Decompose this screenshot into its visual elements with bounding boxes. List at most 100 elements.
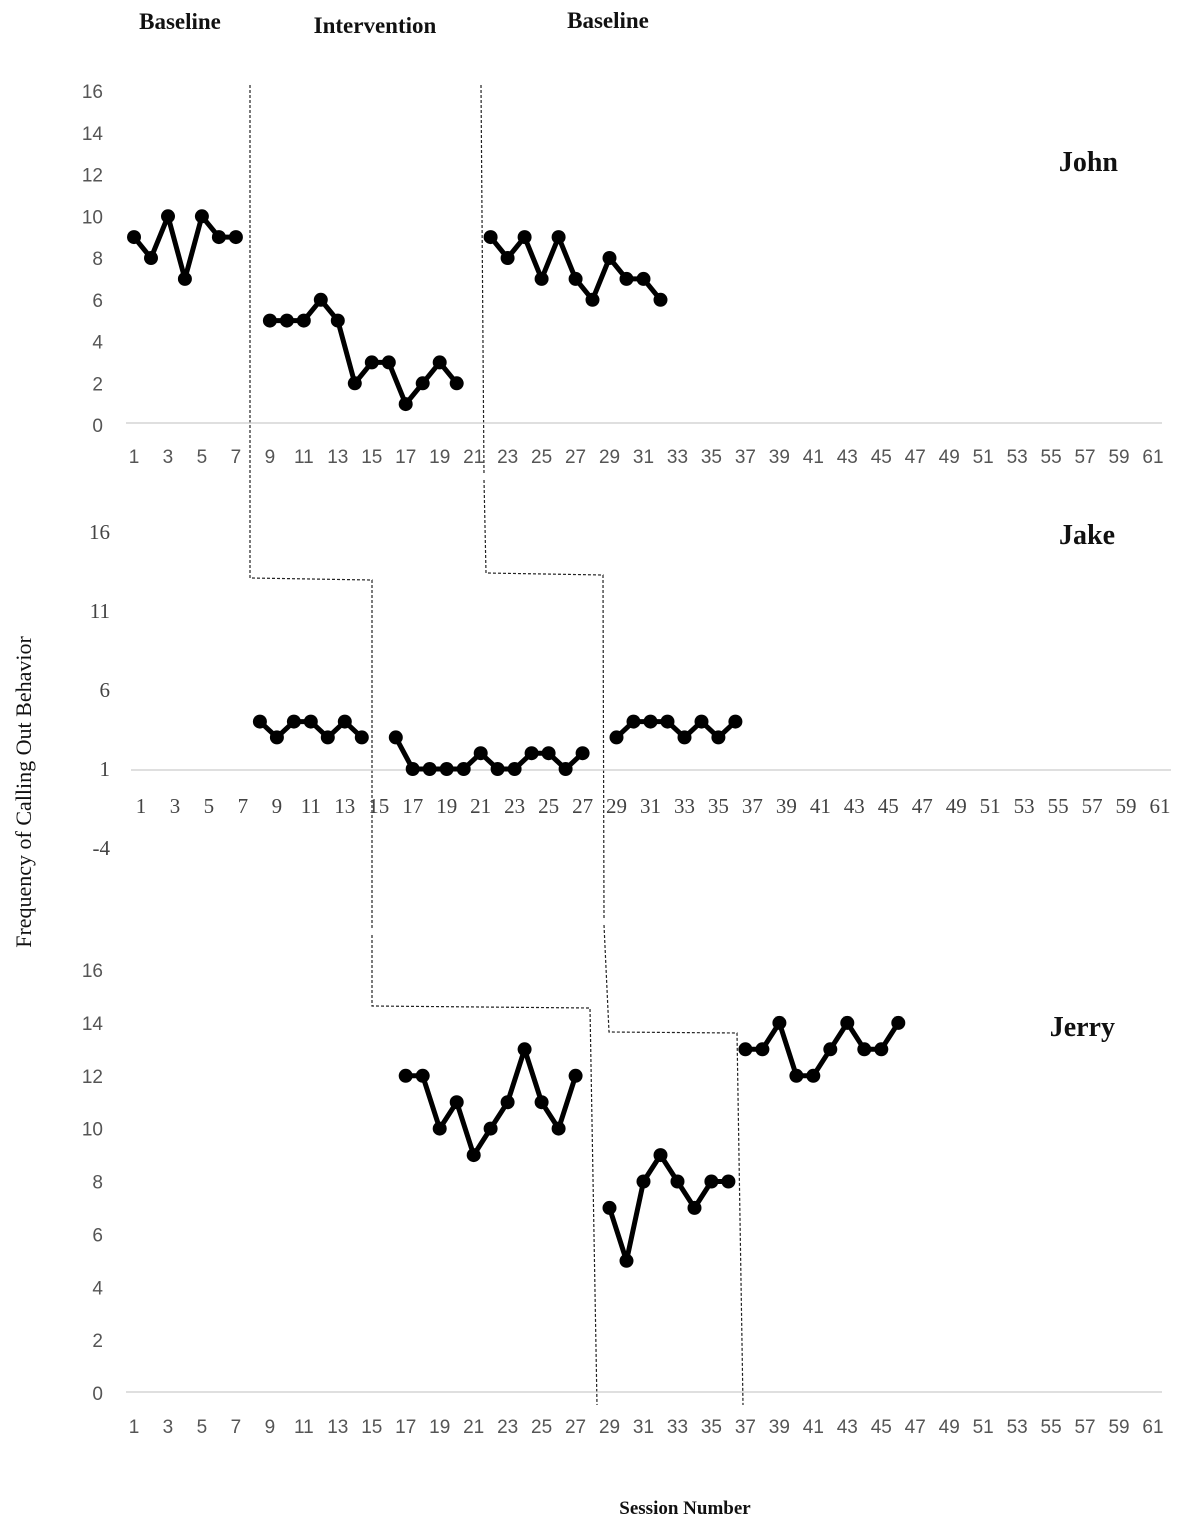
x-tick-label-john: 15 [361, 447, 382, 468]
x-tick-label-jerry: 1 [129, 1417, 140, 1438]
x-tick-label-jake: 59 [1116, 794, 1137, 818]
y-tick-label-john: 4 [92, 333, 103, 354]
y-tick-label-john: 14 [82, 124, 104, 145]
x-tick-label-jerry: 23 [497, 1417, 518, 1438]
x-tick-label-john: 61 [1142, 447, 1163, 468]
data-point-jake [643, 714, 658, 729]
phase-label-intervention: Intervention [314, 13, 437, 38]
x-tick-label-jerry: 27 [565, 1417, 586, 1438]
data-point-john [602, 251, 617, 265]
y-tick-label-jake: -4 [93, 836, 111, 860]
x-tick-label-john: 51 [973, 447, 994, 468]
data-point-jake [422, 762, 437, 776]
data-point-jerry [500, 1095, 515, 1110]
data-point-jerry [772, 1015, 787, 1030]
x-tick-label-jake: 23 [504, 794, 525, 818]
x-tick-label-jake: 43 [844, 794, 865, 818]
data-point-jerry [823, 1042, 838, 1057]
x-tick-label-john: 5 [197, 447, 208, 468]
x-tick-label-jerry: 33 [667, 1417, 688, 1438]
data-point-jake [354, 730, 369, 745]
data-point-jake [541, 746, 556, 761]
data-point-jerry [602, 1200, 617, 1215]
x-tick-label-john: 57 [1074, 447, 1095, 468]
data-point-jerry [466, 1148, 481, 1163]
data-point-jerry [517, 1042, 532, 1057]
x-tick-label-jerry: 3 [163, 1417, 174, 1438]
x-tick-label-john: 21 [463, 447, 484, 468]
x-tick-label-jerry: 17 [395, 1417, 416, 1438]
x-tick-label-jerry: 11 [294, 1417, 314, 1438]
x-tick-label-jerry: 5 [197, 1417, 208, 1438]
data-point-john [127, 230, 141, 245]
data-point-john [381, 355, 396, 370]
x-tick-label-john: 47 [905, 447, 926, 468]
x-tick-label-jake: 9 [272, 794, 283, 818]
y-tick-label-jerry: 8 [92, 1173, 103, 1194]
data-point-jake [388, 730, 403, 745]
y-tick-label-jerry: 4 [92, 1278, 103, 1299]
data-point-jerry [874, 1042, 889, 1057]
x-tick-label-jake: 17 [402, 794, 423, 818]
data-point-jerry [551, 1121, 566, 1136]
x-tick-label-john: 23 [497, 447, 518, 468]
phase-label-baseline-2: Baseline [567, 8, 649, 33]
data-point-john [534, 271, 549, 286]
x-tick-label-jerry: 13 [327, 1417, 348, 1438]
y-tick-label-jerry: 6 [92, 1225, 103, 1246]
y-tick-label-john: 8 [92, 249, 103, 270]
x-tick-label-jerry: 31 [633, 1417, 654, 1438]
x-axis-title: Session Number [619, 1498, 751, 1519]
data-point-jake [626, 714, 641, 729]
data-point-john [161, 209, 175, 224]
x-tick-label-jake: 37 [742, 794, 763, 818]
data-point-jake [337, 714, 352, 729]
data-point-john [483, 230, 498, 245]
x-tick-label-jake: 11 [301, 794, 321, 818]
data-point-jake [507, 762, 522, 776]
y-tick-label-jerry: 16 [82, 961, 103, 982]
data-point-jerry [432, 1121, 447, 1136]
data-point-jerry [568, 1068, 583, 1083]
y-tick-label-john: 0 [92, 416, 103, 437]
data-point-john [653, 292, 668, 307]
data-point-jerry [755, 1042, 770, 1057]
x-tick-label-john: 3 [163, 447, 174, 468]
data-point-john [347, 376, 362, 391]
phase-change-line-2-mid [483, 479, 605, 919]
data-point-jake [524, 746, 539, 761]
data-point-john [568, 271, 583, 286]
data-point-john [636, 271, 651, 286]
x-tick-label-jerry: 37 [735, 1417, 756, 1438]
x-tick-label-jake: 31 [640, 794, 661, 818]
x-tick-label-jerry: 45 [871, 1417, 892, 1438]
x-tick-label-john: 49 [939, 447, 960, 468]
x-tick-label-jake: 19 [436, 794, 457, 818]
x-tick-label-jake: 41 [810, 794, 831, 818]
data-point-john [449, 376, 464, 391]
phase-change-line-1-lower [371, 935, 598, 1406]
data-point-jake [609, 730, 624, 745]
x-tick-label-jerry: 51 [973, 1417, 994, 1438]
data-point-john [619, 271, 634, 286]
y-tick-label-jake: 16 [89, 520, 110, 544]
x-tick-label-john: 31 [633, 447, 654, 468]
data-point-jake [269, 730, 284, 745]
data-point-jerry [857, 1042, 872, 1057]
x-tick-label-jerry: 57 [1074, 1417, 1095, 1438]
y-tick-label-jake: 1 [100, 757, 111, 781]
x-tick-label-jerry: 19 [429, 1417, 450, 1438]
x-tick-label-jerry: 61 [1142, 1417, 1163, 1438]
data-point-jake [320, 730, 335, 745]
x-tick-label-john: 1 [129, 447, 140, 468]
x-tick-label-jake: 61 [1150, 794, 1171, 818]
series-line-jerry-3 [745, 1020, 901, 1079]
y-tick-label-john: 6 [92, 291, 103, 312]
data-point-john [500, 251, 515, 265]
data-point-jerry [704, 1174, 719, 1189]
x-tick-label-jerry: 25 [531, 1417, 552, 1438]
